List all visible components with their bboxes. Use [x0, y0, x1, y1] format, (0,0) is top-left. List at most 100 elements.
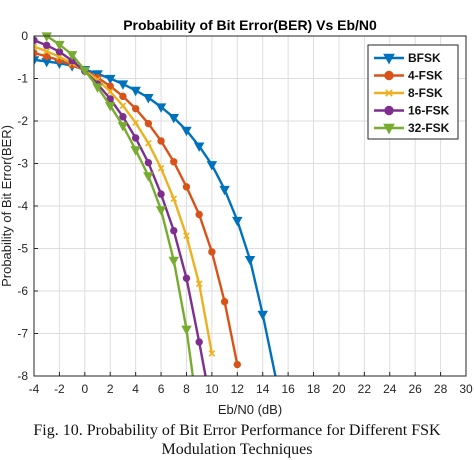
data-point	[41, 32, 52, 42]
data-point	[157, 190, 165, 198]
series-8-fsk	[34, 43, 216, 357]
y-tick-label: -4	[17, 199, 28, 213]
data-point	[54, 40, 65, 51]
x-tick-label: 24	[383, 382, 397, 396]
legend: BFSK 4-FSK 8-FSK 16-FSK 32-FSK	[367, 44, 459, 140]
data-point	[104, 102, 116, 112]
y-tick-label: 0	[21, 29, 28, 43]
legend-label: 8-FSK	[408, 86, 443, 100]
data-point	[182, 274, 191, 282]
data-point	[131, 104, 140, 113]
y-tick-label: -1	[17, 72, 28, 86]
figure-caption-line-1: Fig. 10. Probability of Bit Error Perfor…	[33, 422, 441, 439]
legend-label: 16-FSK	[408, 104, 450, 118]
data-point	[56, 53, 63, 61]
y-tick-label: -5	[17, 242, 28, 256]
data-point	[131, 134, 140, 142]
figure-caption-line-2: Modulation Techniques	[161, 441, 313, 458]
legend-item: BFSK	[374, 51, 441, 65]
data-point	[130, 146, 141, 156]
data-point	[195, 280, 203, 288]
data-point	[155, 206, 167, 216]
series-32-fsk	[41, 32, 195, 376]
series-4-fsk	[34, 49, 241, 369]
x-tick-label: 20	[332, 382, 346, 396]
data-point	[119, 92, 127, 101]
data-point	[195, 338, 203, 346]
data-point	[106, 88, 114, 96]
data-point	[183, 232, 190, 240]
x-tick-label: 12	[231, 382, 245, 396]
data-point	[157, 164, 165, 172]
y-tick-label: -2	[17, 114, 28, 128]
data-point	[182, 183, 191, 191]
data-point	[168, 114, 180, 124]
data-point	[43, 52, 51, 61]
data-point	[170, 158, 178, 166]
x-axis-label: Eb/N0 (dB)	[218, 402, 282, 417]
y-axis-label: Probability of Bit Error(BER)	[0, 125, 14, 287]
data-point	[219, 185, 230, 196]
x-tick-label: 2	[107, 382, 114, 396]
x-tick-label: 18	[307, 382, 321, 396]
x-tick-label: 8	[183, 382, 190, 396]
legend-marker	[383, 53, 395, 65]
legend-label: BFSK	[408, 51, 441, 65]
data-point	[144, 119, 153, 128]
data-point	[92, 83, 103, 93]
data-point	[257, 310, 268, 321]
data-point	[208, 248, 216, 256]
data-point	[106, 82, 114, 90]
data-point	[244, 255, 256, 266]
data-point	[208, 350, 216, 357]
x-tick-label: 6	[158, 382, 165, 396]
x-tick-label: 16	[281, 382, 295, 396]
x-tick-label: 22	[358, 382, 372, 396]
data-point	[43, 41, 51, 50]
data-point	[168, 256, 180, 267]
data-point	[119, 113, 127, 121]
data-point	[181, 325, 192, 336]
x-tick-label: 0	[81, 382, 88, 396]
y-tick-label: -8	[17, 369, 28, 383]
data-point	[143, 172, 154, 182]
data-point	[117, 122, 129, 132]
legend-item: 8-FSK	[374, 86, 443, 100]
legend-label: 32-FSK	[408, 121, 450, 135]
data-point	[193, 142, 205, 152]
legend-item: 32-FSK	[374, 121, 450, 135]
data-point	[181, 126, 192, 137]
data-point	[170, 195, 178, 203]
data-point	[170, 226, 178, 235]
data-point	[232, 216, 243, 227]
data-point	[43, 47, 51, 55]
y-tick-label: -6	[17, 284, 28, 298]
data-point	[206, 161, 218, 171]
data-point	[104, 74, 116, 85]
data-point	[34, 43, 38, 50]
data-point	[233, 360, 241, 369]
data-point	[119, 102, 127, 110]
legend-marker	[384, 70, 394, 81]
data-point	[155, 103, 167, 113]
x-tick-label: 28	[434, 382, 448, 396]
data-point	[144, 158, 153, 167]
x-tick-label: 26	[408, 382, 422, 396]
data-point	[66, 51, 78, 61]
legend-marker	[384, 105, 394, 116]
chart-title: Probability of Bit Error(BER) Vs Eb/N0	[123, 17, 377, 33]
legend-item: 16-FSK	[374, 104, 450, 118]
y-tick-label: -3	[17, 157, 28, 171]
data-point	[34, 36, 38, 44]
legend-item: 4-FSK	[374, 69, 443, 83]
legend-label: 4-FSK	[408, 69, 443, 83]
data-point	[117, 80, 129, 90]
x-tick-label: 30	[459, 382, 473, 396]
x-tick-label: 4	[132, 382, 139, 396]
x-tick-label: -2	[54, 382, 65, 396]
x-tick-label: 10	[205, 382, 219, 396]
data-point	[195, 210, 203, 219]
data-point	[157, 137, 165, 145]
y-tick-label: -7	[17, 327, 28, 341]
